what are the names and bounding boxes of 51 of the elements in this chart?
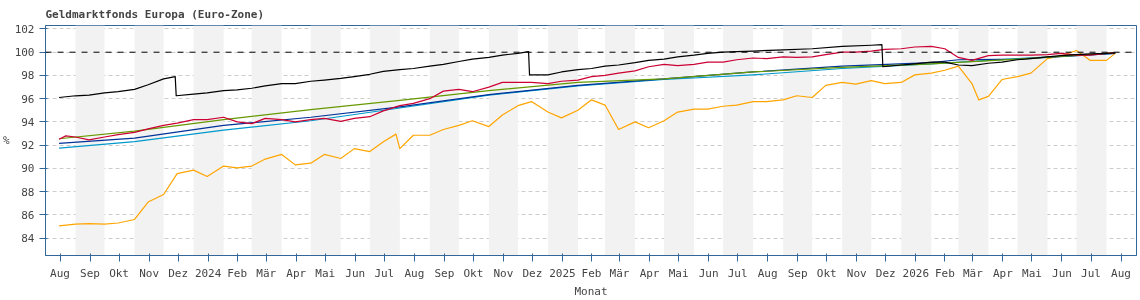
x-tick-label: Okt [463,266,484,280]
y-tick-label: 102 [14,22,35,36]
x-tick-label: Apr [639,266,660,280]
x-tick-label: Dez [875,266,896,280]
x-tick-label: Jun [345,266,366,280]
x-tick-label: 2024 [194,266,222,280]
x-tick-label: Okt [109,266,130,280]
x-tick-label: Nov [139,266,160,280]
x-tick-label: Aug [404,266,425,280]
y-tick-label: 98 [21,69,35,83]
line-series [58,49,1116,227]
y-axis-title: % [3,134,11,147]
x-tick-label: Aug [757,266,778,280]
x-tick-label: Sep [434,266,455,280]
x-tick-label: Sep [80,266,100,280]
x-tick-label: Sep [787,266,808,280]
x-tick-label: 2025 [549,266,576,280]
x-tick-label: Jul [374,266,395,280]
x-tick-label: Apr [992,266,1014,280]
y-tick-label: 94 [21,115,35,129]
y-tick-label: 100 [14,46,35,60]
x-tick-label: Aug [1111,266,1131,280]
x-tick-label: Mai [668,266,689,280]
x-tick-label: Feb [934,266,955,280]
x-tick-label: Aug [50,266,70,280]
y-tick-label: 88 [21,185,35,199]
x-tick-label: Nov [493,266,514,280]
x-tick-label: Mai [315,266,336,280]
x-tick-label: Mär [256,266,277,280]
x-tick-label: Nov [846,266,868,280]
x-axis-title: Monat [574,284,608,298]
x-tick-label: Apr [286,266,307,280]
chart-title: Geldmarktfonds Europa (Euro-Zone) [45,7,265,21]
y-tick-label: 92 [21,139,35,153]
y-tick-label: 90 [21,162,35,176]
x-tick-label: Dez [522,266,543,280]
x-tick-label: Mär [962,266,984,280]
x-tick-label: Feb [581,266,602,280]
x-tick-label: Okt [816,266,837,280]
y-tick-label: 84 [21,232,35,246]
y-tick-label: 86 [21,208,35,222]
x-tick-label: Mai [1022,266,1042,280]
x-tick-label: Dez [168,266,189,280]
y-tick-label: 96 [21,92,35,106]
x-tick-label: Jun [1052,266,1072,280]
x-tick-label: Jul [1081,266,1101,280]
x-tick-label: Jun [698,266,719,280]
x-tick-label: Jul [727,266,748,280]
x-tick-label: Feb [227,266,248,280]
x-tick-label: Mär [609,266,630,280]
x-tick-label: 2026 [902,266,930,280]
